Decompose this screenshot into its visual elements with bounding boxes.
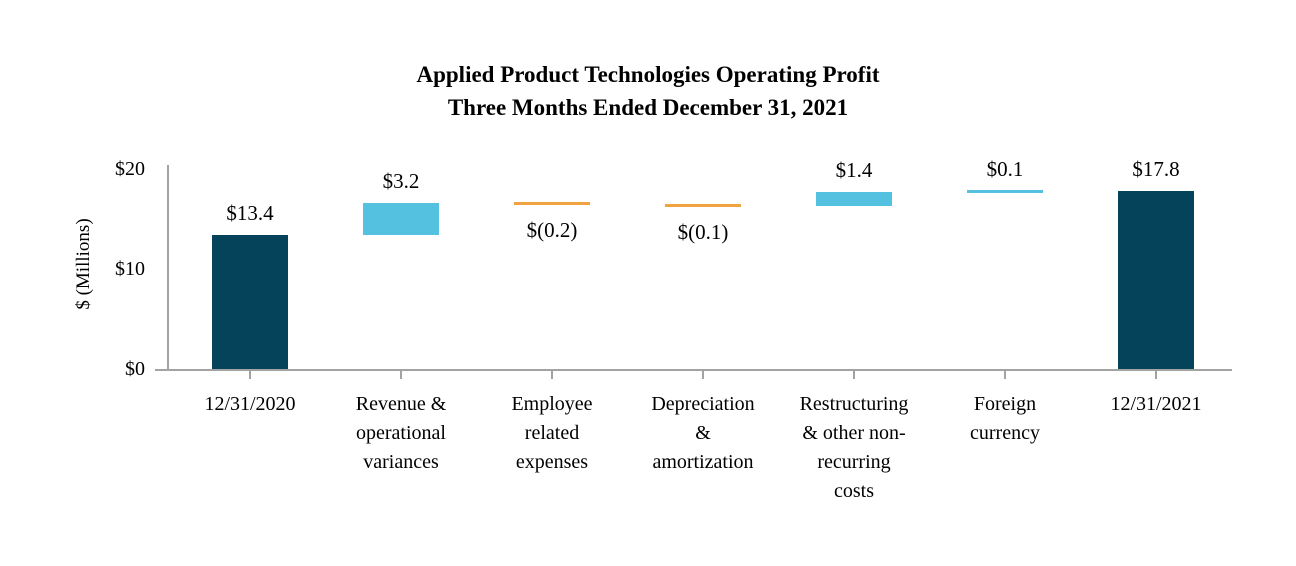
bar-value-label: $(0.1): [677, 220, 729, 244]
category-label: Revenue & operational variances: [355, 393, 447, 473]
chart-title: Applied Product Technologies Operating P…: [0, 58, 1296, 124]
x-axis-tick: [702, 371, 704, 379]
x-axis-tick: [551, 371, 553, 379]
x-axis-tick: [400, 371, 402, 379]
bar-value-label: $(0.2): [526, 218, 578, 242]
bar-value-label: $1.4: [835, 158, 873, 182]
x-axis-line: [155, 369, 1232, 371]
bar-value-label: $3.2: [382, 169, 420, 193]
waterfall-bar: [816, 192, 892, 206]
y-axis-tick-label: $20: [115, 158, 145, 180]
x-axis-tick: [1155, 371, 1157, 379]
chart-title-line2: Three Months Ended December 31, 2021: [447, 95, 849, 120]
category-label: Depreciation & amortization: [651, 393, 755, 473]
y-axis-tick-label: $10: [115, 258, 145, 280]
waterfall-bar: [212, 235, 288, 369]
y-axis-tick-label: $0: [125, 358, 145, 380]
x-axis-tick: [249, 371, 251, 379]
bar-value-label: $13.4: [226, 201, 274, 225]
x-axis-tick: [853, 371, 855, 379]
waterfall-bar: [363, 203, 439, 235]
y-axis-line: [167, 165, 169, 371]
waterfall-segment-line: [967, 189, 1043, 193]
category-label: 12/31/2020: [204, 393, 296, 415]
category-label: Restructuring & other non- recurring cos…: [799, 393, 909, 502]
category-label: 12/31/2021: [1110, 393, 1202, 415]
bar-value-label: $0.1: [986, 157, 1024, 181]
waterfall-segment-line: [514, 201, 590, 205]
waterfall-bar: [1118, 191, 1194, 369]
category-label: Foreign currency: [970, 393, 1040, 444]
category-label: Employee related expenses: [511, 393, 593, 473]
chart-title-line1: Applied Product Technologies Operating P…: [416, 62, 880, 87]
waterfall-segment-line: [665, 203, 741, 207]
x-axis-tick: [1004, 371, 1006, 379]
bar-value-label: $17.8: [1132, 157, 1180, 181]
